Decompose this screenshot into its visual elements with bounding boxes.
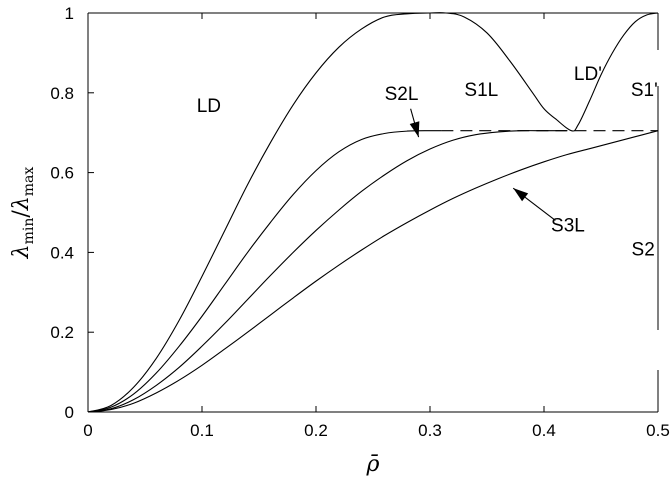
y-tick-label: 0.6 — [50, 164, 74, 183]
series-line-5 — [87, 130, 659, 413]
y-tick-label: 0.2 — [50, 323, 74, 342]
arrow-head-1 — [409, 121, 420, 138]
series-line-1 — [87, 12, 659, 413]
region-label: S2L — [385, 84, 419, 105]
series-line-2 — [87, 130, 442, 413]
y-tick-label: 1 — [65, 4, 74, 23]
region-label: LD' — [574, 64, 602, 85]
region-label: LD — [197, 96, 221, 117]
x-tick-label: 0.2 — [304, 421, 328, 440]
annotation-arrows — [409, 108, 556, 221]
x-tick-label: 0.1 — [190, 421, 214, 440]
axes-frame — [87, 12, 659, 413]
arrow-head-2 — [513, 188, 529, 202]
y-tick-label: 0.8 — [50, 84, 74, 103]
y-tick-label: 0.4 — [50, 243, 74, 262]
x-tick-label: 0.3 — [418, 421, 442, 440]
x-tick-label: 0.4 — [532, 421, 556, 440]
x-tick-label: 0 — [83, 421, 92, 440]
y-tick-label: 0 — [65, 403, 74, 422]
region-label: S3L — [551, 215, 585, 236]
y-axis-label: λmin/λmax — [9, 167, 37, 260]
region-labels: LD S1L LD' S1' S2L S3L S2 — [197, 64, 658, 261]
region-label: S1' — [631, 80, 658, 101]
series-lines — [87, 12, 659, 413]
series-line-4 — [87, 130, 567, 413]
x-axis-label: ρ̄ — [366, 452, 380, 477]
x-tick-label: 0.5 — [646, 421, 670, 440]
region-label: S2 — [632, 239, 655, 260]
axis-ticks: 0 0.1 0.2 0.3 0.4 0.5 0 0.2 0.4 0.6 0.8 1 — [50, 4, 669, 440]
region-label: S1L — [464, 80, 498, 101]
